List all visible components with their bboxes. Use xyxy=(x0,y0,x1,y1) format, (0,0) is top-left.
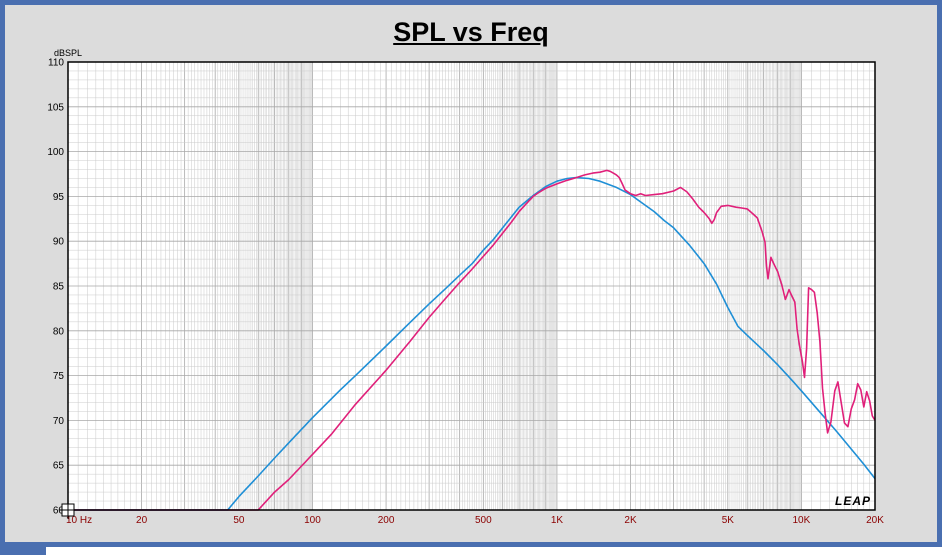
leap-logo: LEAP xyxy=(835,494,871,508)
y-tick-label: 105 xyxy=(47,102,64,113)
x-tick-label: 5K xyxy=(722,515,735,526)
y-tick-label: 80 xyxy=(53,326,65,337)
y-ticks: 60 65 70 75 80 85 90 95 100 105 110 xyxy=(47,58,64,517)
x-tick-label: 2K xyxy=(624,515,637,526)
x-tick-label: 10 Hz xyxy=(66,515,92,526)
crosshair-cursor-icon[interactable] xyxy=(59,501,77,519)
y-tick-label: 85 xyxy=(53,282,65,293)
x-tick-label: 10K xyxy=(793,515,811,526)
bottom-notch xyxy=(40,547,46,555)
y-tick-label: 65 xyxy=(53,461,65,472)
y-tick-label: 75 xyxy=(53,371,65,382)
y-tick-label: 100 xyxy=(47,147,64,158)
x-ticks: 10 Hz 20 50 100 200 500 1K 2K 5K 10K 20K xyxy=(66,515,884,526)
y-tick-label: 110 xyxy=(48,58,64,69)
chart-title: SPL vs Freq xyxy=(393,17,549,47)
x-tick-label: 20K xyxy=(866,515,884,526)
plot-border xyxy=(67,61,876,511)
y-tick-label: 95 xyxy=(53,192,65,203)
x-tick-label: 200 xyxy=(378,515,395,526)
series-layer xyxy=(68,169,876,511)
y-tick-label: 90 xyxy=(53,237,65,248)
grid xyxy=(67,61,876,511)
y-axis-label: dBSPL xyxy=(54,48,82,58)
x-tick-label: 500 xyxy=(475,515,492,526)
series-line-2 xyxy=(68,169,876,511)
x-tick-label: 20 xyxy=(136,515,148,526)
y-tick-label: 70 xyxy=(53,416,65,427)
y-tick-label: 60 xyxy=(53,506,65,517)
x-tick-label: 50 xyxy=(233,515,245,526)
x-tick-label: 100 xyxy=(304,515,321,526)
x-tick-label: 1K xyxy=(551,515,564,526)
bottom-strip xyxy=(40,547,942,555)
